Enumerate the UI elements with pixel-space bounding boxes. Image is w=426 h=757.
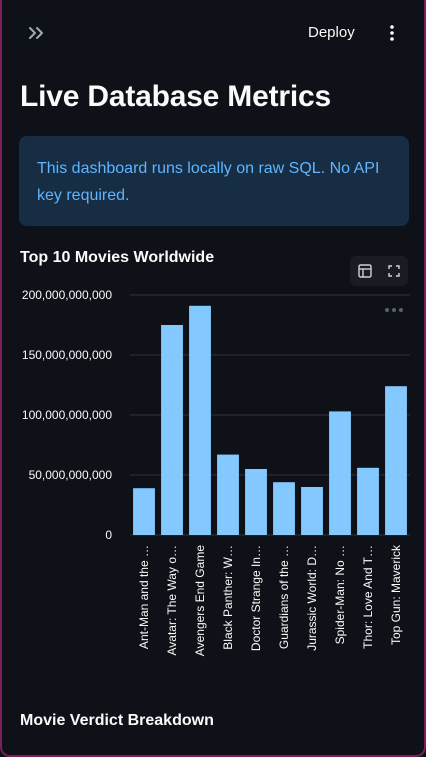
x-tick-label: Ant-Man and the … — [137, 545, 151, 649]
page-title: Live Database Metrics — [20, 80, 331, 113]
section-title-verdict: Movie Verdict Breakdown — [20, 712, 214, 729]
x-tick-label: Black Panther: W… — [221, 545, 235, 650]
x-tick-label: Thor: Love And T… — [361, 545, 375, 649]
bar[interactable] — [301, 487, 323, 535]
main-menu-icon[interactable] — [382, 22, 402, 44]
bar[interactable] — [133, 488, 155, 535]
info-alert: This dashboard runs locally on raw SQL. … — [19, 136, 409, 226]
fullscreen-icon[interactable] — [385, 262, 403, 280]
top-bar: Deploy — [0, 0, 426, 64]
bar-chart: 0 50,000,000,000 100,000,000,000 150,000,00… — [22, 288, 410, 657]
x-tick-label: Top Gun: Maverick — [389, 544, 403, 645]
bar[interactable] — [385, 386, 407, 535]
bar[interactable] — [329, 411, 351, 535]
bar[interactable] — [273, 482, 295, 535]
bar[interactable] — [189, 305, 211, 535]
info-alert-text: This dashboard runs locally on raw SQL. … — [37, 160, 380, 204]
x-tick-label: Avatar: The Way o… — [165, 545, 179, 656]
deploy-button[interactable]: Deploy — [308, 24, 355, 41]
bar[interactable] — [161, 325, 183, 535]
x-tick-label: Doctor Strange In… — [249, 545, 263, 651]
bar[interactable] — [245, 469, 267, 535]
x-tick-label: Guardians of the … — [277, 545, 291, 649]
chart-title: Top 10 Movies Worldwide — [20, 249, 215, 266]
x-tick-label: Spider-Man: No … — [333, 545, 347, 644]
y-tick-label: 0 — [105, 528, 112, 542]
bar[interactable] — [357, 467, 379, 535]
x-tick-label: Avengers End Game — [193, 545, 207, 657]
bar[interactable] — [217, 454, 239, 535]
y-tick-label: 200,000,000,000 — [22, 288, 112, 302]
table-view-icon[interactable] — [356, 262, 374, 280]
expand-sidebar-icon[interactable] — [26, 22, 48, 44]
chart-more-icon[interactable] — [384, 300, 404, 318]
y-tick-label: 150,000,000,000 — [22, 348, 112, 362]
chart-toolbar — [350, 256, 408, 286]
y-tick-label: 50,000,000,000 — [29, 468, 113, 482]
y-tick-label: 100,000,000,000 — [22, 408, 112, 422]
x-tick-label: Jurassic World: D… — [305, 545, 319, 651]
